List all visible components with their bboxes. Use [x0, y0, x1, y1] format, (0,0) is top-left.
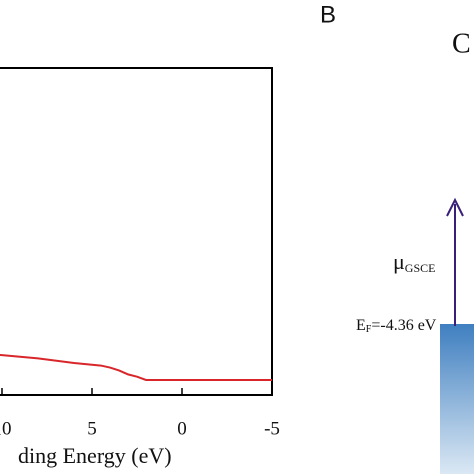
x-axis-label: ding Energy (eV)	[18, 443, 172, 468]
ef-label: EF=-4.36 eV	[356, 317, 437, 336]
arrow-head	[446, 197, 464, 217]
ef-sub: F	[366, 324, 372, 335]
x-tick-label: 5	[87, 418, 97, 439]
energy-band	[440, 324, 474, 474]
x-tick-label: 10	[0, 418, 12, 439]
ef: E	[356, 317, 366, 334]
data-line	[0, 354, 272, 381]
x-tick-label: 0	[177, 418, 187, 439]
panel-label: B	[320, 1, 336, 28]
x-tick-label: -5	[264, 418, 280, 439]
plot-frame	[0, 67, 273, 396]
panel-title: C	[452, 28, 471, 59]
mu: μ	[393, 249, 405, 274]
mu-label: μGSCE	[393, 249, 435, 275]
mu-sub: GSCE	[405, 261, 436, 275]
ef-value: =-4.36 eV	[371, 317, 436, 334]
